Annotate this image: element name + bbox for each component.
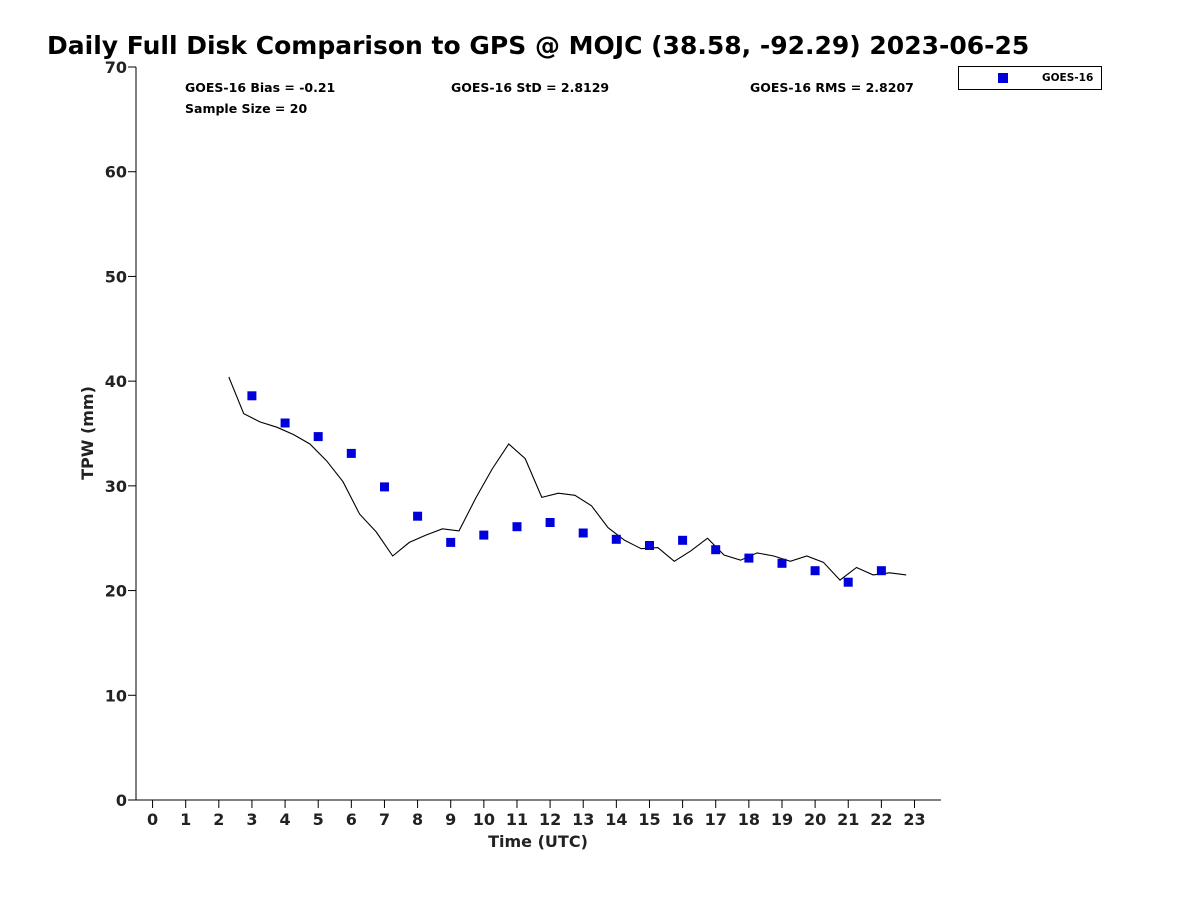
goes16-point	[744, 553, 754, 563]
x-tick-label: 12	[539, 810, 561, 829]
y-tick-label: 0	[116, 791, 127, 810]
y-tick-label: 50	[105, 267, 127, 286]
goes16-point	[578, 528, 588, 538]
legend-box	[958, 66, 1102, 90]
x-tick-label: 9	[445, 810, 456, 829]
y-ticks: 0 10 20 30 40 50 60 70	[105, 58, 136, 810]
goes16-point	[446, 537, 456, 547]
std-stat: GOES-16 StD = 2.8129	[451, 80, 609, 95]
bias-stat: GOES-16 Bias = -0.21	[185, 80, 335, 95]
goes16-point	[545, 518, 555, 527]
goes16-point	[280, 418, 290, 428]
y-tick-label: 40	[105, 372, 127, 391]
sample-size-stat: Sample Size = 20	[185, 101, 307, 116]
chart-title: Daily Full Disk Comparison to GPS @ MOJC…	[47, 31, 1029, 60]
y-tick-label: 60	[105, 163, 127, 182]
goes16-point	[512, 522, 522, 532]
rms-stat: GOES-16 RMS = 2.8207	[750, 80, 914, 95]
goes16-point	[711, 545, 721, 555]
x-tick-label: 17	[705, 810, 727, 829]
x-tick-label: 22	[870, 810, 892, 829]
x-axis-label: Time (UTC)	[488, 832, 588, 851]
x-tick-label: 7	[379, 810, 390, 829]
x-tick-label: 2	[213, 810, 224, 829]
legend-label: GOES-16	[1042, 72, 1093, 84]
y-tick-label: 20	[105, 582, 127, 601]
goes16-point	[810, 566, 820, 576]
x-tick-label: 20	[804, 810, 826, 829]
y-tick-label: 30	[105, 477, 127, 496]
goes16-point	[313, 432, 323, 442]
x-tick-label: 1	[180, 810, 191, 829]
x-tick-label: 21	[837, 810, 859, 829]
goes16-point	[843, 577, 853, 587]
goes16-point	[777, 558, 787, 568]
goes16-point	[611, 534, 621, 544]
y-axis-label: TPW (mm)	[78, 386, 97, 480]
gps-line	[228, 376, 907, 581]
goes16-point	[346, 448, 356, 458]
x-tick-label: 3	[246, 810, 257, 829]
goes16-point	[678, 535, 688, 545]
legend-marker	[998, 73, 1008, 83]
x-ticks: 0 1 2 3 4 5 6 7 8 9 10 11 12 13 14 15 16 17 18 19 20 21 22 23	[147, 800, 926, 829]
goes16-point	[380, 482, 389, 492]
series-layer	[228, 376, 907, 587]
x-tick-label: 19	[771, 810, 793, 829]
goes16-point	[876, 566, 886, 576]
x-tick-label: 23	[903, 810, 925, 829]
y-tick-label: 10	[105, 686, 127, 705]
x-tick-label: 5	[313, 810, 324, 829]
x-tick-label: 14	[605, 810, 627, 829]
x-tick-label: 13	[572, 810, 594, 829]
goes16-point	[247, 391, 257, 401]
x-tick-label: 18	[738, 810, 760, 829]
x-tick-label: 4	[280, 810, 291, 829]
x-tick-label: 11	[506, 810, 528, 829]
x-tick-label: 10	[473, 810, 495, 829]
x-tick-label: 16	[671, 810, 693, 829]
goes16-point	[413, 511, 423, 521]
y-tick-label: 70	[105, 58, 127, 77]
x-tick-label: 6	[346, 810, 357, 829]
x-tick-label: 0	[147, 810, 158, 829]
goes16-point	[479, 530, 489, 540]
x-tick-label: 8	[412, 810, 423, 829]
x-tick-label: 15	[638, 810, 660, 829]
goes16-point	[645, 541, 654, 550]
axes	[135, 67, 941, 801]
legend: GOES-16	[958, 66, 1102, 90]
